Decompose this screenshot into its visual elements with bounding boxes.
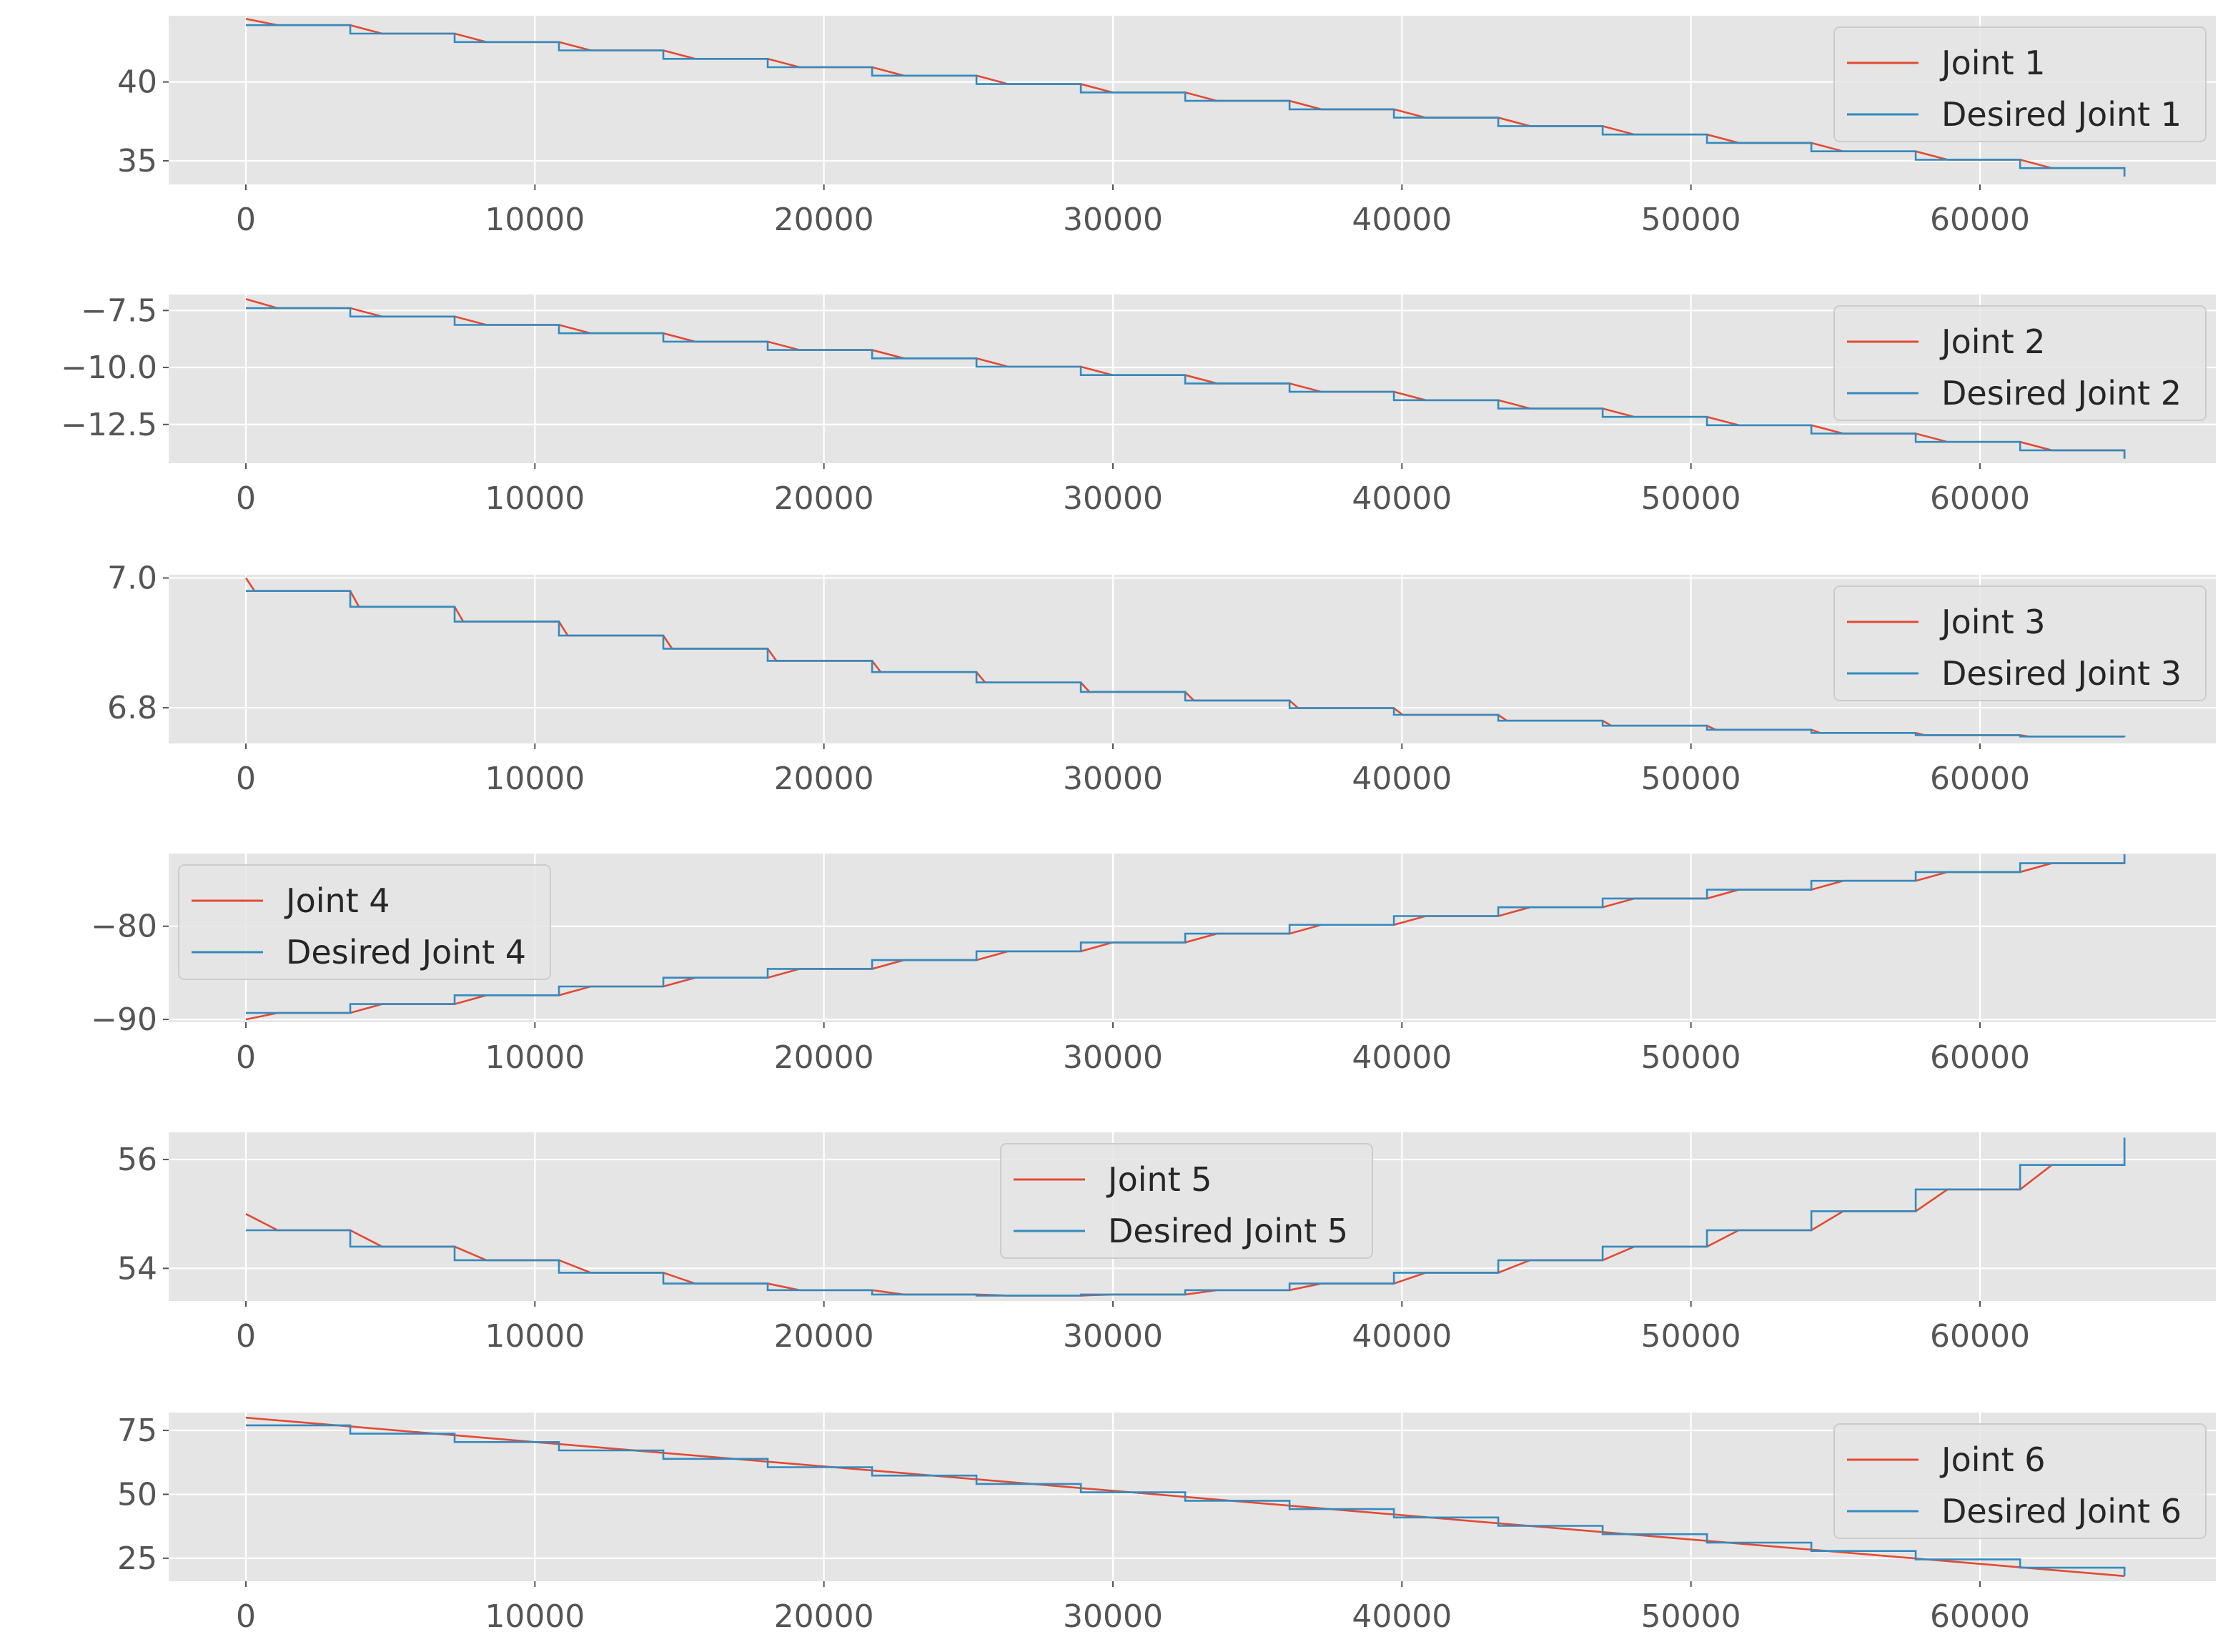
x-tick-label: 40000	[1352, 480, 1452, 517]
legend-box	[1833, 1423, 2207, 1539]
series-line-desired-joint-2	[246, 307, 2126, 459]
x-tick-label: 10000	[485, 202, 585, 238]
legend: Joint 4 Desired Joint 4	[178, 864, 551, 980]
x-tick-label: 40000	[1352, 202, 1452, 238]
x-tick-label: 20000	[774, 1598, 874, 1635]
subplot-3: 0 10000 20000 30000 40000 50000 60000 7.0 6.8 Joi…	[107, 560, 2216, 797]
x-tick-label: 10000	[485, 1039, 585, 1076]
legend: Joint 3 Desired Joint 3	[1833, 585, 2207, 701]
legend-label: Desired Joint 5	[1108, 1212, 1348, 1250]
x-tick-label: 10000	[485, 1318, 585, 1355]
x-tick-label: 20000	[774, 1318, 874, 1355]
legend-label: Joint 4	[284, 881, 390, 920]
legend-label: Desired Joint 3	[1941, 654, 2182, 693]
x-tick-label: 10000	[485, 480, 585, 517]
y-tick-label: 75	[117, 1413, 157, 1449]
x-tick-label: 10000	[485, 1598, 585, 1635]
y-tick-label: 35	[117, 143, 157, 179]
x-tick-label: 0	[236, 761, 256, 797]
y-tick-label: 7.0	[107, 560, 157, 597]
x-tick-label: 0	[236, 1598, 256, 1635]
x-tick-label: 60000	[1930, 1318, 2030, 1355]
x-tick-label: 60000	[1930, 480, 2030, 517]
legend-label: Joint 5	[1106, 1160, 1212, 1199]
x-tick-label: 50000	[1641, 202, 1741, 238]
legend-label: Joint 2	[1939, 322, 2046, 361]
x-tick-label: 30000	[1063, 1039, 1163, 1076]
series-line-desired-joint-4	[246, 854, 2126, 1014]
series-line-desired-joint-1	[246, 24, 2126, 177]
x-tick-label: 60000	[1930, 202, 2030, 238]
subplot-2: 0 10000 20000 30000 40000 50000 60000 −7.5 −10.0…	[61, 292, 2216, 517]
x-tick-label: 50000	[1641, 1598, 1741, 1635]
series-line-joint-1	[245, 18, 2126, 177]
subplot-5: 0 10000 20000 30000 40000 50000 60000 56 54 Joint…	[117, 1132, 2216, 1355]
legend-box	[1000, 1143, 1373, 1259]
y-tick-label: −90	[91, 1001, 157, 1038]
x-tick-label: 30000	[1063, 1318, 1163, 1355]
legend: Joint 2 Desired Joint 2	[1833, 305, 2207, 421]
legend-box	[1833, 585, 2207, 701]
legend-label: Desired Joint 2	[1941, 374, 2182, 412]
x-tick-label: 30000	[1063, 1598, 1163, 1635]
x-tick-label: 0	[236, 1318, 256, 1355]
x-tick-label: 50000	[1641, 761, 1741, 797]
legend-label: Desired Joint 4	[286, 933, 526, 971]
y-tick-label: −80	[91, 909, 157, 945]
legend: Joint 5 Desired Joint 5	[1000, 1143, 1373, 1259]
subplot-6: 0 10000 20000 30000 40000 50000 60000 75 50 25 Joi…	[117, 1413, 2216, 1635]
x-tick-label: 30000	[1063, 761, 1163, 797]
x-tick-label: 60000	[1930, 1039, 2030, 1076]
legend: Joint 6 Desired Joint 6	[1833, 1423, 2207, 1539]
x-tick-label: 50000	[1641, 480, 1741, 517]
x-tick-label: 10000	[485, 761, 585, 797]
series-line-desired-joint-3	[246, 590, 2126, 738]
y-tick-label: 6.8	[107, 690, 157, 726]
legend-box	[1833, 305, 2207, 421]
y-tick-label: 40	[117, 64, 157, 101]
legend-label: Joint 6	[1939, 1440, 2046, 1479]
x-tick-label: 50000	[1641, 1318, 1741, 1355]
x-tick-label: 60000	[1930, 761, 2030, 797]
subplot-4: 0 10000 20000 30000 40000 50000 60000 −80 −90 Joi…	[91, 854, 2216, 1076]
x-tick-label: 50000	[1641, 1039, 1741, 1076]
x-tick-label: 40000	[1352, 761, 1452, 797]
x-tick-label: 60000	[1930, 1598, 2030, 1635]
x-tick-label: 20000	[774, 202, 874, 238]
legend: Joint 1 Desired Joint 1	[1833, 26, 2207, 142]
x-tick-label: 40000	[1352, 1318, 1452, 1355]
legend-box	[1833, 26, 2207, 142]
subplot-1: 0 10000 20000 30000 40000 50000 60000 35 40 Joint…	[117, 16, 2216, 238]
x-tick-label: 0	[236, 480, 256, 517]
y-tick-label: 56	[117, 1142, 157, 1178]
y-tick-label: 54	[117, 1250, 157, 1287]
legend-label: Joint 3	[1939, 603, 2046, 641]
y-tick-label: 25	[117, 1540, 157, 1577]
x-tick-label: 20000	[774, 480, 874, 517]
series-line-desired-joint-6	[246, 1424, 2126, 1576]
x-tick-label: 0	[236, 202, 256, 238]
x-tick-label: 20000	[774, 761, 874, 797]
x-tick-label: 30000	[1063, 480, 1163, 517]
legend-box	[178, 864, 551, 980]
legend-label: Joint 1	[1939, 44, 2046, 82]
y-tick-label: −12.5	[61, 407, 157, 443]
x-tick-label: 30000	[1063, 202, 1163, 238]
x-tick-label: 20000	[774, 1039, 874, 1076]
y-tick-label: 50	[117, 1476, 157, 1513]
series-line-joint-5	[245, 1137, 2126, 1297]
y-tick-label: −7.5	[81, 292, 157, 329]
series-line-joint-4	[245, 854, 2126, 1021]
legend-label: Desired Joint 1	[1941, 95, 2182, 134]
series-line-joint-2	[245, 298, 2126, 459]
legend-label: Desired Joint 6	[1941, 1492, 2182, 1530]
series-line-desired-joint-5	[246, 1137, 2126, 1297]
x-tick-label: 0	[236, 1039, 256, 1076]
y-tick-label: −10.0	[61, 350, 157, 386]
x-tick-label: 40000	[1352, 1598, 1452, 1635]
x-tick-label: 40000	[1352, 1039, 1452, 1076]
